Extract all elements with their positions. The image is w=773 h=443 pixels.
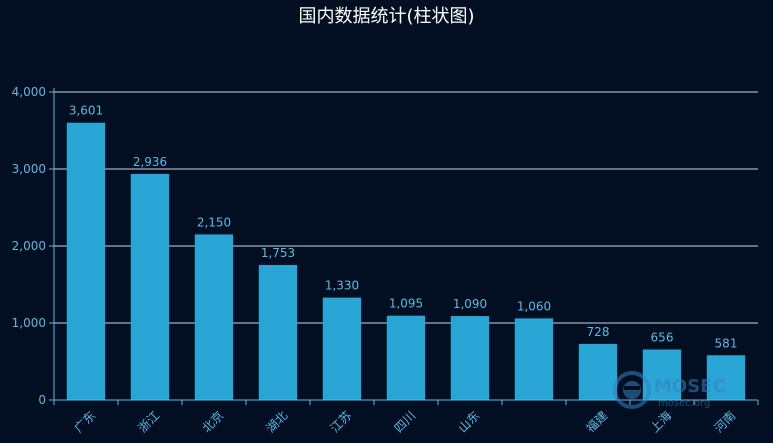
value-labels: 3,601 2,936 2,150 1,753 1,330 1,095 1,090 1,060… (69, 104, 738, 351)
y-tick-label: 0 (38, 393, 46, 407)
x-tick-label: 山东 (455, 408, 482, 435)
watermark-logo: MOSEC mosec.org (613, 371, 726, 409)
watermark-sub-text: mosec.org (658, 398, 710, 409)
bar[interactable] (194, 234, 234, 400)
x-tick-label: 浙江 (135, 408, 162, 435)
bar[interactable] (450, 316, 490, 400)
bar-value-label: 1,095 (389, 297, 423, 311)
bar-value-label: 1,060 (517, 299, 551, 313)
bar-value-label: 1,090 (453, 297, 487, 311)
bar[interactable] (258, 265, 298, 400)
bar[interactable] (386, 315, 426, 400)
bar[interactable] (514, 318, 554, 400)
x-tick-label: 北京 (199, 408, 226, 435)
bar-value-label: 1,753 (261, 246, 295, 260)
bar-value-label: 656 (651, 330, 674, 344)
y-tick-label: 3,000 (12, 162, 46, 176)
watermark-logo-text: MOSEC (654, 376, 726, 397)
bar-value-label: 1,330 (325, 279, 359, 293)
bar-value-label: 581 (715, 336, 738, 350)
bar[interactable] (578, 343, 618, 400)
bar[interactable] (706, 355, 746, 400)
y-tick-label: 1,000 (12, 316, 46, 330)
y-tick-label: 4,000 (12, 85, 46, 99)
x-tick-label: 广东 (71, 408, 98, 435)
bar-value-label: 2,150 (197, 215, 231, 229)
bar[interactable] (66, 122, 106, 401)
y-axis: 0 1,000 2,000 3,000 4,000 (12, 85, 55, 407)
y-tick-label: 2,000 (12, 239, 46, 253)
bar-value-label: 728 (587, 325, 610, 339)
bar-value-label: 3,601 (69, 104, 103, 118)
x-tick-label: 四川 (391, 408, 418, 435)
x-tick-label: 江苏 (327, 408, 354, 435)
bar-value-label: 2,936 (133, 155, 167, 169)
chart-title: 国内数据统计(柱状图) (298, 6, 475, 27)
x-tick-label: 湖北 (263, 408, 291, 436)
bar[interactable] (130, 173, 170, 400)
x-tick-label: 福建 (583, 408, 611, 436)
bars (66, 122, 746, 401)
bar[interactable] (322, 297, 362, 400)
